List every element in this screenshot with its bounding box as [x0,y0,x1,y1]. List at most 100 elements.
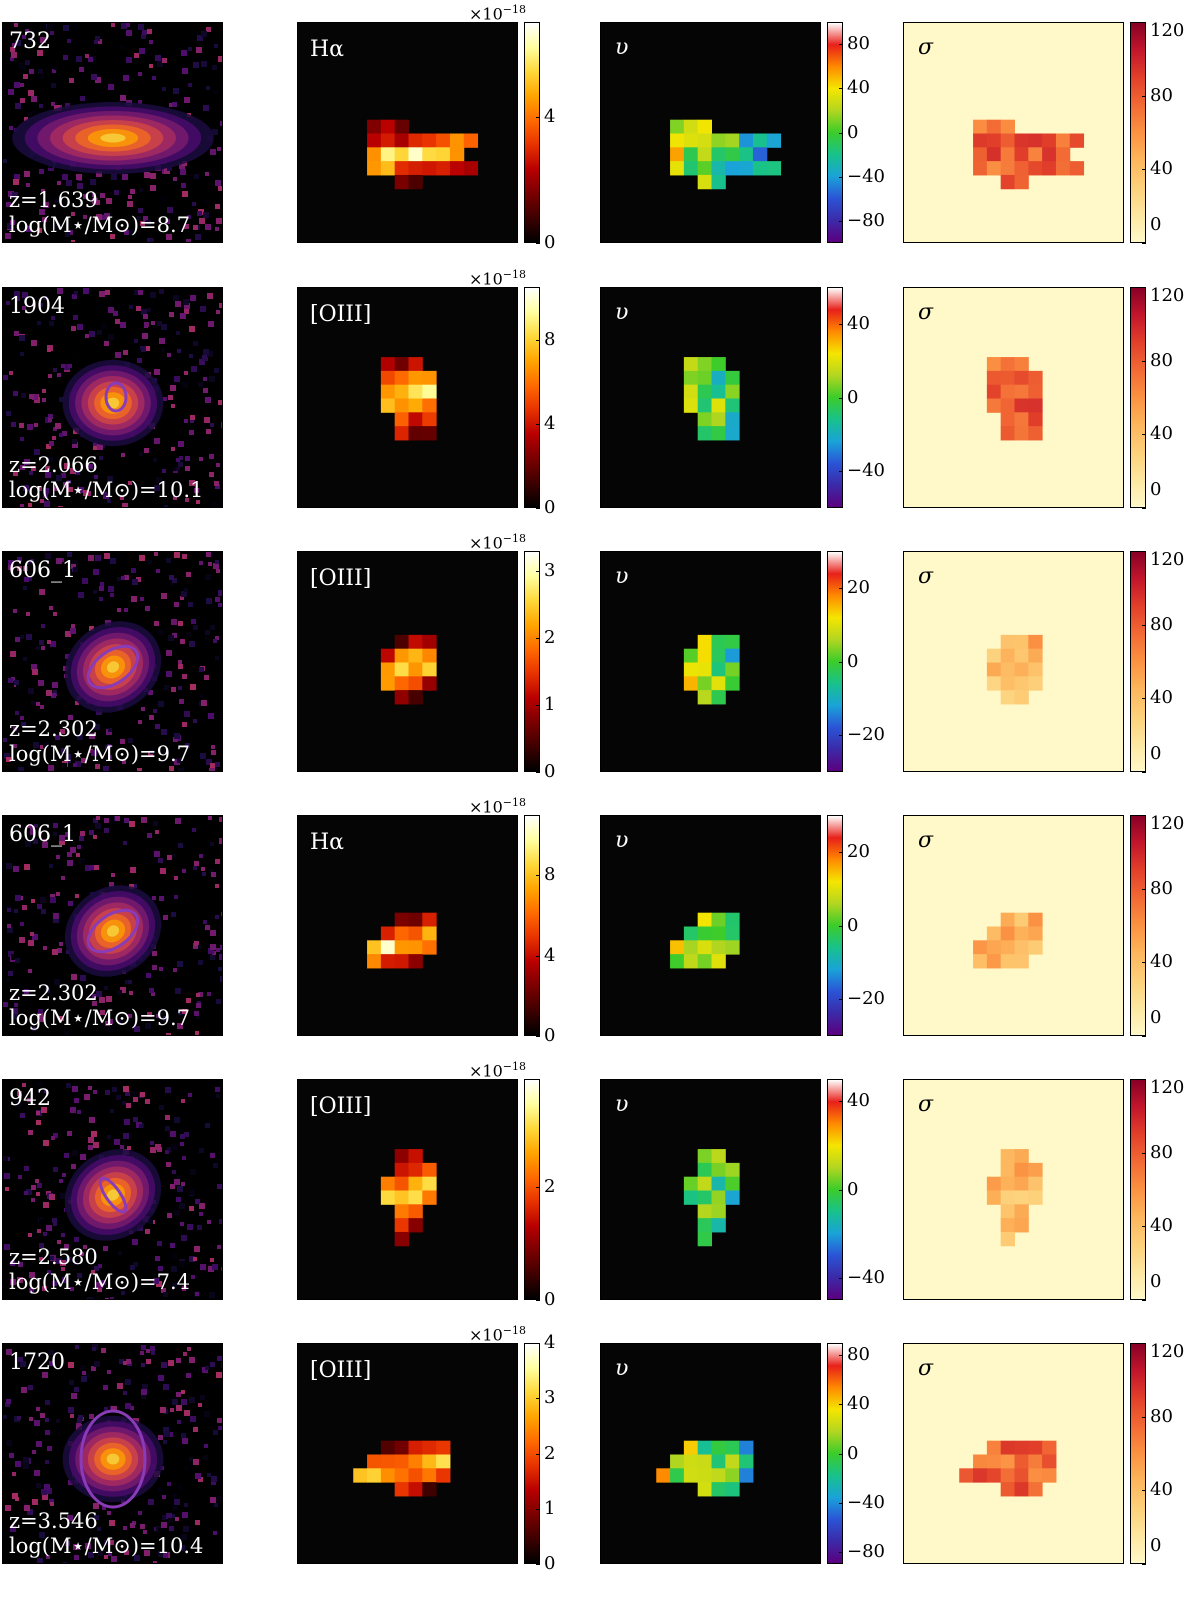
image-noise-pixel [95,823,101,829]
image-noise-pixel [154,438,160,444]
image-noise-pixel [163,1292,168,1297]
image-noise-pixel [91,1131,97,1137]
flux-pixel [380,357,396,372]
image-noise-pixel [205,397,211,403]
image-noise-pixel [84,1094,90,1100]
flux-tick-label: 0 [544,232,556,253]
image-noise-pixel [15,1461,21,1467]
flux-tick-mark [536,705,540,707]
image-noise-pixel [36,646,40,650]
image-noise-pixel [75,894,79,898]
flux-pixel [422,147,437,162]
image-noise-pixel [209,472,214,477]
image-noise-pixel [164,685,169,690]
dispersion-tick-mark [1142,772,1146,773]
velocity-pixel [711,926,726,941]
flux-pixel [380,398,396,413]
dispersion-tick-mark [1142,169,1146,171]
image-noise-pixel [42,1494,48,1500]
image-noise-pixel [47,1446,52,1451]
image-noise-pixel [11,478,15,482]
image-noise-pixel [43,1140,49,1146]
velocity-tick-label: −80 [847,209,885,231]
image-noise-pixel [170,1243,175,1248]
image-noise-pixel [31,701,35,705]
image-noise-pixel [42,842,48,848]
image-noise-pixel [23,586,27,590]
image-noise-pixel [112,1087,117,1092]
dispersion-tick-mark [1142,95,1146,97]
dispersion-colorbar [1130,551,1146,772]
image-noise-pixel [37,1558,43,1563]
image-noise-pixel [7,908,11,912]
image-noise-pixel [210,955,215,960]
image-noise-pixel [151,1351,155,1355]
velocity-tick-mark [839,851,843,853]
image-noise-pixel [131,568,136,573]
image-noise-pixel [123,1133,129,1139]
image-noise-pixel [215,656,219,660]
dispersion-tick-label: 120 [1150,813,1185,834]
image-noise-pixel [79,67,84,72]
flux-pixel [408,912,423,927]
image-noise-pixel [68,1407,74,1413]
image-noise-pixel [141,707,145,711]
galaxy-properties: z=2.580 log(M⋆/M⊙)=7.4 [9,1245,190,1295]
velocity-tick-label: −40 [847,1266,885,1288]
flux-pixel [422,133,437,148]
image-noise-pixel [56,855,60,859]
flux-pixel [408,690,423,705]
image-noise-pixel [33,742,39,748]
image-noise-pixel [190,1169,196,1175]
image-noise-pixel [104,1555,108,1559]
flux-pixel [436,161,451,176]
image-noise-pixel [89,331,95,337]
dispersion-tick-mark [1142,1152,1146,1154]
image-noise-pixel [55,199,59,203]
image-noise-pixel [53,1222,57,1226]
image-noise-pixel [57,181,61,185]
image-noise-pixel [12,1493,18,1499]
image-noise-pixel [219,1219,222,1224]
flux-pixel [367,133,382,148]
image-noise-pixel [10,220,15,225]
dispersion-pixel [986,1176,1002,1191]
image-noise-pixel [174,552,180,558]
image-noise-pixel [23,657,27,661]
image-noise-pixel [40,499,44,503]
flux-pixel [380,662,396,677]
image-noise-pixel [77,845,81,849]
image-noise-pixel [77,734,83,740]
dispersion-pixel [973,1454,988,1469]
flux-pixel [380,384,396,399]
flux-pixel [408,161,423,176]
image-noise-pixel [130,867,136,873]
image-noise-pixel [186,572,191,577]
velocity-pixel [725,147,740,162]
image-noise-pixel [183,1526,189,1532]
flux-tick-mark [536,1300,540,1301]
image-noise-pixel [69,1380,74,1385]
image-noise-pixel [13,744,17,748]
flux-pixel [422,940,437,955]
image-noise-pixel [107,499,111,503]
dispersion-tick-mark [1142,624,1146,626]
velocity-pixel [683,1440,699,1455]
galaxy-glow [106,925,120,937]
image-noise-pixel [180,1142,184,1146]
image-noise-pixel [82,1371,86,1375]
image-noise-pixel [42,695,46,699]
image-noise-pixel [193,341,198,346]
flux-pixel [394,370,409,386]
image-noise-pixel [181,1433,186,1438]
image-noise-pixel [171,447,175,451]
dispersion-pixel [1000,940,1015,955]
image-noise-pixel [62,1277,68,1283]
image-noise-pixel [127,1146,131,1150]
image-noise-pixel [83,490,89,496]
image-noise-pixel [92,1001,97,1006]
image-noise-pixel [138,100,142,104]
velocity-pixel [683,357,699,372]
image-noise-pixel [56,1419,60,1423]
image-noise-pixel [174,1210,180,1216]
